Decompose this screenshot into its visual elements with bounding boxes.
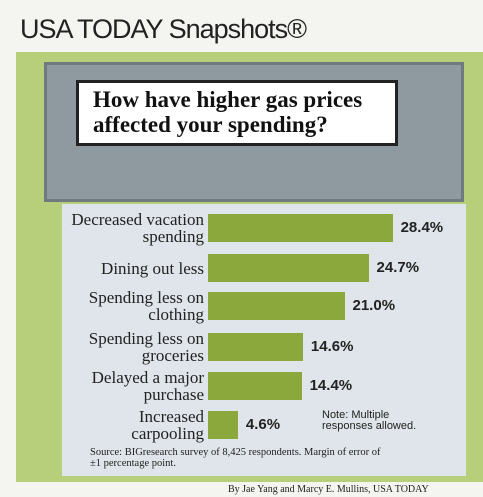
value-label: 14.6% [310, 338, 354, 355]
header: USA TODAY Snapshots® [20, 14, 307, 44]
bar [208, 292, 345, 320]
value-label: 24.7% [376, 259, 420, 276]
category-label: Delayed a major purchase [91, 368, 204, 404]
category-label: Spending less on clothing [88, 288, 204, 324]
bar [208, 254, 369, 282]
credit: By Jae Yang and Marcy E. Mullins, USA TO… [228, 484, 429, 495]
chart-title: How have higher gas prices affected your… [76, 80, 398, 146]
category-label: Dining out less [101, 258, 204, 278]
value-label: 21.0% [352, 297, 396, 314]
bar [208, 411, 238, 439]
category-label: Increased carpooling [131, 407, 204, 443]
note: Note: Multiple responses allowed. [322, 409, 417, 432]
bar [208, 372, 302, 400]
value-label: 28.4% [400, 219, 444, 236]
category-label: Spending less on groceries [88, 329, 204, 365]
category-label: Decreased vacation spending [71, 210, 204, 246]
bar [208, 214, 393, 242]
bar [208, 333, 303, 361]
value-label: 14.4% [309, 377, 353, 394]
source: Source: BIGresearch survey of 8,425 resp… [90, 447, 381, 469]
value-label: 4.6% [245, 416, 281, 433]
